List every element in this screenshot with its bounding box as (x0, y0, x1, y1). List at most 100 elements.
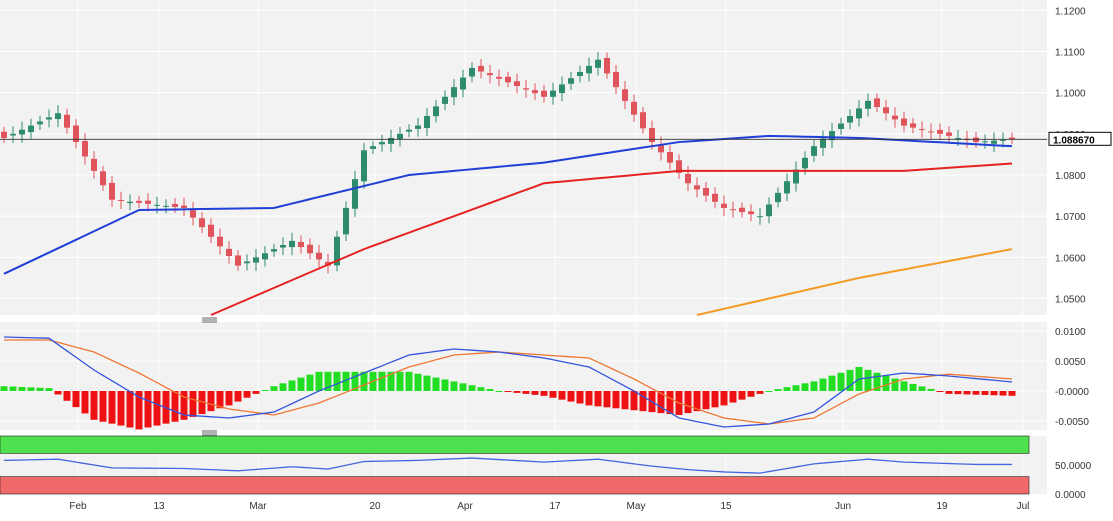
macd-histogram-bar (963, 391, 971, 395)
candle (136, 195, 142, 208)
candle (811, 140, 817, 162)
macd-histogram-bar (522, 391, 530, 394)
macd-histogram-bar (108, 391, 116, 424)
macd-histogram-bar (396, 371, 404, 391)
macd-histogram-bar (702, 391, 710, 410)
time-tick-label: Jun (835, 501, 851, 512)
candle (766, 197, 772, 224)
candle (577, 65, 583, 83)
macd-histogram-bar (423, 375, 431, 391)
candle (532, 83, 538, 100)
rsi-tick-label: 50.0000 (1055, 461, 1092, 472)
candle (982, 134, 988, 149)
candle (1, 126, 7, 143)
macd-histogram-bar (45, 388, 53, 391)
time-tick-label: Mar (249, 501, 267, 512)
candle (712, 187, 718, 209)
macd-histogram-bar (81, 391, 89, 414)
macd-histogram-bar (432, 377, 440, 391)
time-tick-label: Apr (457, 501, 473, 512)
macd-histogram-bar (171, 391, 179, 422)
rsi-bands (0, 435, 1030, 495)
candle (505, 71, 511, 88)
candle (370, 141, 376, 155)
candle (775, 187, 781, 208)
macd-histogram-bar (126, 391, 134, 428)
last-price-label: 1.088670 (1053, 135, 1095, 146)
macd-histogram-bar (882, 375, 890, 391)
macd-histogram-bar (0, 386, 8, 391)
candle (523, 80, 529, 98)
candle (892, 107, 898, 128)
macd-histogram-bar (324, 371, 332, 391)
macd-histogram-bar (36, 387, 44, 391)
macd-histogram-bar (576, 391, 584, 404)
candle (244, 254, 250, 271)
macd-histogram-bar (198, 391, 206, 415)
panel-resize-handle[interactable] (202, 430, 217, 436)
macd-histogram-bar (684, 391, 692, 414)
candle (28, 118, 34, 139)
candle (667, 145, 673, 170)
sma50-line (3, 134, 1013, 275)
candle (595, 51, 601, 76)
candle (910, 117, 916, 134)
panel-resize-handle[interactable] (202, 317, 217, 323)
candle (379, 134, 385, 152)
candle (100, 165, 106, 191)
macd-tick-label: 0.0100 (1055, 327, 1086, 338)
candle (874, 93, 880, 113)
candle (451, 79, 457, 106)
candle (55, 105, 61, 128)
macd-histogram-bar (738, 391, 746, 400)
macd-histogram-bar (765, 391, 773, 392)
candle (694, 177, 700, 198)
macd-histogram-bar (774, 389, 782, 391)
macd-histogram-bar (333, 371, 341, 391)
candle (181, 197, 187, 216)
candle (541, 85, 547, 103)
candle (919, 121, 925, 138)
macd-histogram-bar (360, 371, 368, 391)
macd-histogram-bar (387, 371, 395, 391)
candle (784, 173, 790, 202)
time-tick-label: 15 (720, 501, 732, 512)
macd-histogram-bar (495, 391, 503, 392)
macd-histogram-bar (936, 391, 944, 392)
macd-histogram-bar (153, 391, 161, 426)
candle (487, 64, 493, 84)
gridlines (0, 9, 1047, 422)
macd-histogram-bar (999, 391, 1007, 396)
macd-histogram-bar (621, 391, 629, 410)
price-tick-label: 1.1200 (1055, 6, 1086, 17)
macd-histogram-bar (252, 391, 260, 394)
macd-histogram-bar (837, 372, 845, 391)
price-panel[interactable] (0, 0, 1047, 315)
macd-histogram-bar (144, 391, 152, 428)
candle (343, 201, 349, 242)
candle (262, 246, 268, 267)
rsi-indicator (3, 457, 1012, 474)
candle (748, 204, 754, 222)
macd-histogram-bar (891, 378, 899, 391)
macd-histogram-bar (18, 386, 26, 391)
macd-histogram-bar (900, 381, 908, 391)
time-tick-label: 17 (549, 501, 561, 512)
macd-histogram-bar (216, 391, 224, 409)
macd-tick-label: 0.0050 (1055, 357, 1086, 368)
candle (334, 230, 340, 272)
candle (415, 117, 421, 137)
candle (460, 69, 466, 98)
candle (289, 232, 295, 256)
macd-histogram-bar (1008, 391, 1016, 396)
x-axis-labels: Feb 13 Mar 20 Apr 17 May 15 Jun 19 Jul (69, 501, 1029, 512)
candle (568, 72, 574, 90)
macd-histogram-bar (810, 381, 818, 391)
macd-histogram-bar (954, 391, 962, 395)
candle (640, 107, 646, 134)
candle (280, 237, 286, 256)
macd-histogram-bar (729, 391, 737, 403)
sma100-line (210, 162, 1013, 316)
candle (307, 238, 313, 260)
